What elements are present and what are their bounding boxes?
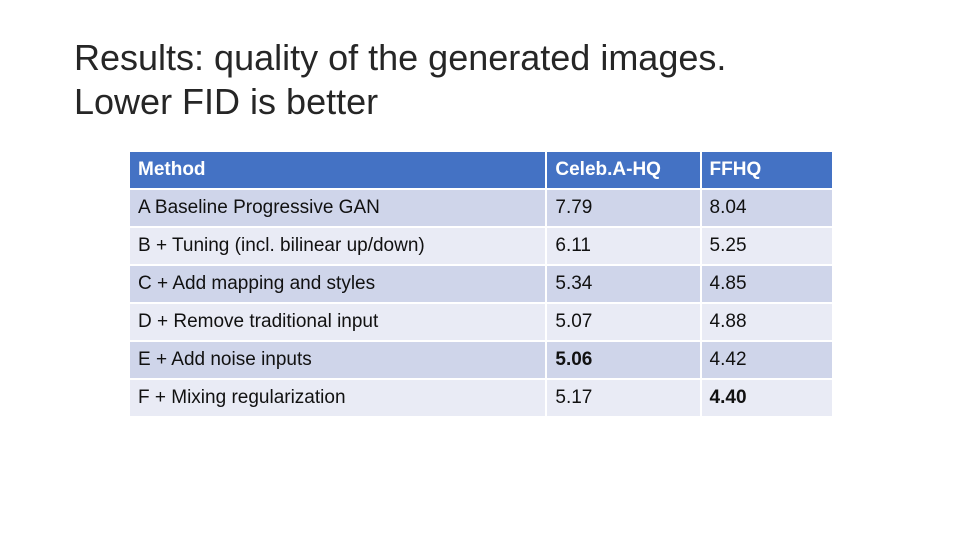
cell-method: B + Tuning (incl. bilinear up/down) <box>130 228 548 266</box>
slide-title-line-1: Results: quality of the generated images… <box>74 37 727 78</box>
cell-ffhq: 4.85 <box>701 266 832 304</box>
cell-ffhq: 4.42 <box>701 342 832 380</box>
cell-ffhq: 4.88 <box>701 304 832 342</box>
header-method: Method <box>130 152 548 190</box>
table-row: B + Tuning (incl. bilinear up/down) 6.11… <box>130 228 832 266</box>
cell-method: E + Add noise inputs <box>130 342 548 380</box>
cell-celeba-hq: 6.11 <box>547 228 702 266</box>
cell-ffhq: 5.25 <box>701 228 832 266</box>
table-row: A Baseline Progressive GAN 7.79 8.04 <box>130 190 832 228</box>
table-row: E + Add noise inputs 5.06 4.42 <box>130 342 832 380</box>
cell-celeba-hq-best: 5.06 <box>547 342 702 380</box>
cell-celeba-hq: 5.17 <box>547 380 702 418</box>
cell-celeba-hq: 5.07 <box>547 304 702 342</box>
cell-ffhq: 8.04 <box>701 190 832 228</box>
cell-ffhq-best: 4.40 <box>701 380 832 418</box>
header-celeba-hq: Celeb.A-HQ <box>547 152 702 190</box>
slide-title-line-2: Lower FID is better <box>74 81 379 122</box>
results-table: Method Celeb.A-HQ FFHQ A Baseline Progre… <box>130 152 832 418</box>
table-row: C + Add mapping and styles 5.34 4.85 <box>130 266 832 304</box>
cell-celeba-hq: 7.79 <box>547 190 702 228</box>
table-row: F + Mixing regularization 5.17 4.40 <box>130 380 832 418</box>
header-ffhq: FFHQ <box>701 152 832 190</box>
cell-method: A Baseline Progressive GAN <box>130 190 548 228</box>
cell-method: C + Add mapping and styles <box>130 266 548 304</box>
cell-method: F + Mixing regularization <box>130 380 548 418</box>
slide-title: Results: quality of the generated images… <box>74 36 934 124</box>
cell-celeba-hq: 5.34 <box>547 266 702 304</box>
table-header-row: Method Celeb.A-HQ FFHQ <box>130 152 832 190</box>
cell-method: D + Remove traditional input <box>130 304 548 342</box>
table-row: D + Remove traditional input 5.07 4.88 <box>130 304 832 342</box>
